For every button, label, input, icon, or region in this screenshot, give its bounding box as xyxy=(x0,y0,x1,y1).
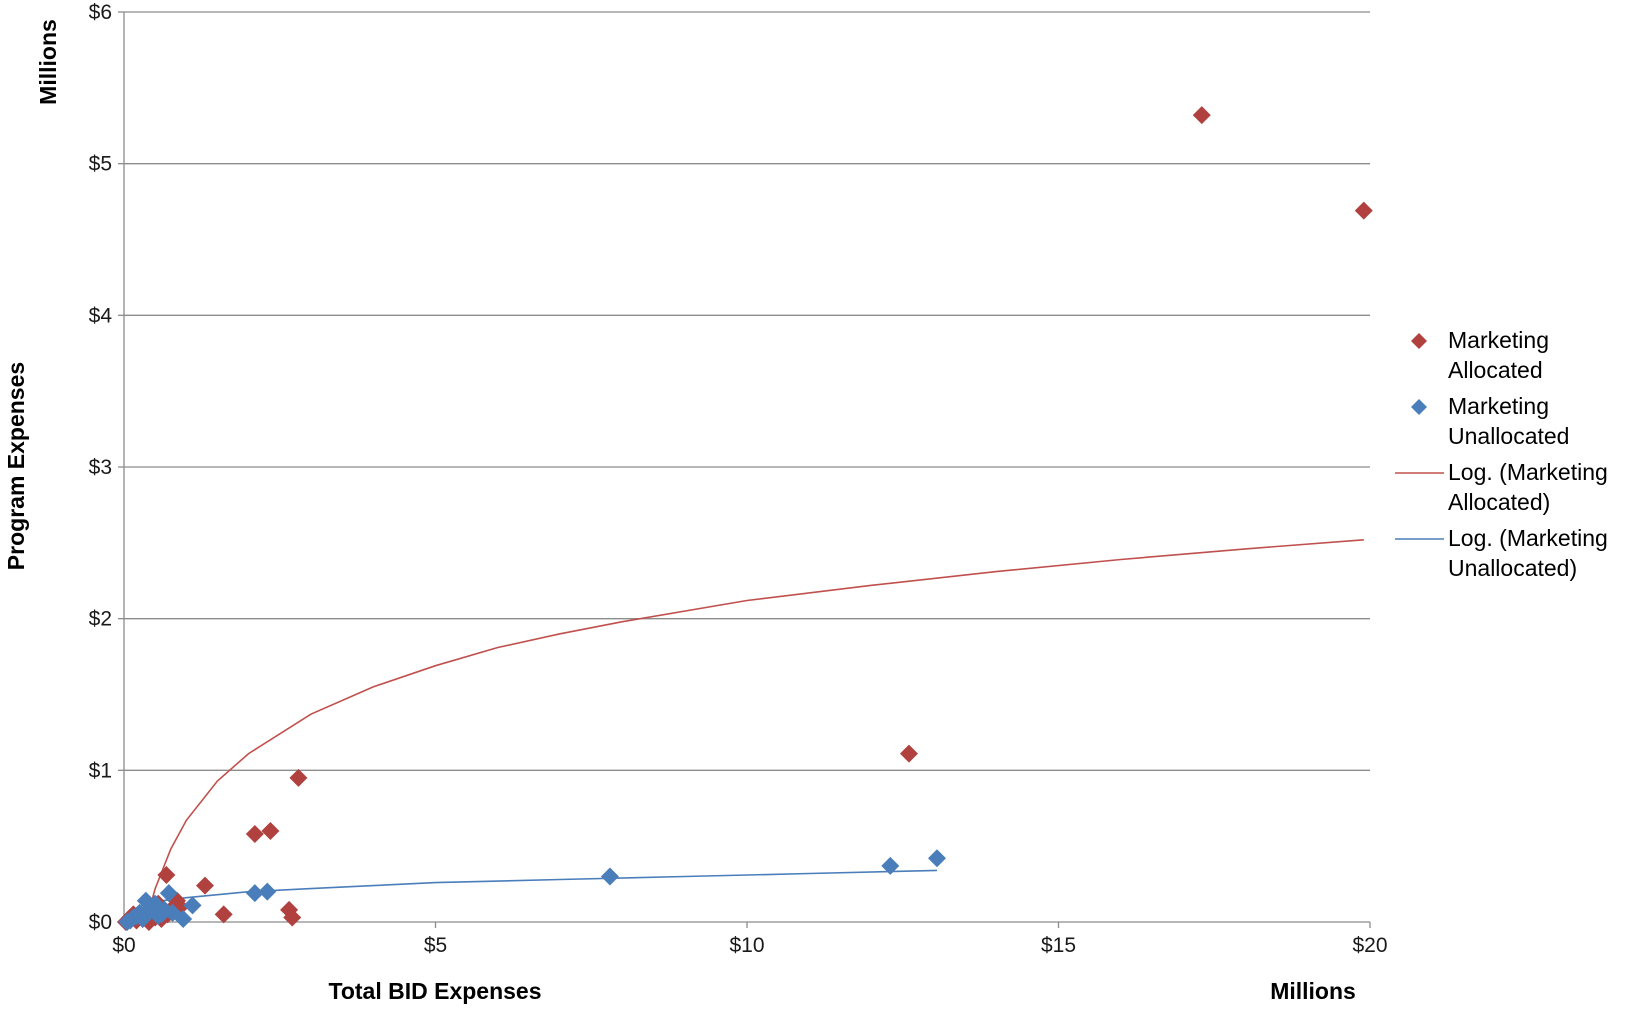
tick-labels: $0 $1 $2 $3 $4 $5 $6 $0 $5 $10 $15 $20 xyxy=(89,1,1388,957)
grid-lines xyxy=(124,11,1370,771)
x-tick-label: $5 xyxy=(424,934,447,957)
legend-label: Allocated xyxy=(1448,357,1543,383)
data-point-unallocated xyxy=(174,909,193,928)
legend-label: Unallocated) xyxy=(1448,555,1577,581)
y-tick-label: $4 xyxy=(89,304,113,327)
legend-label: Unallocated xyxy=(1448,423,1569,449)
trendline-allocated xyxy=(145,539,1364,923)
legend-marker xyxy=(1411,333,1427,349)
data-point-unallocated xyxy=(159,884,178,903)
data-point-allocated xyxy=(899,744,918,763)
y-tick-label: $0 xyxy=(89,911,112,934)
legend-item: Log. (Marketing Unallocated) xyxy=(1395,525,1608,581)
data-point-allocated xyxy=(157,865,176,884)
data-point-allocated xyxy=(1192,106,1211,125)
trendlines xyxy=(126,539,1364,923)
y-tick-label: $3 xyxy=(89,456,112,479)
x-tick-label: $20 xyxy=(1352,934,1387,957)
data-point-unallocated xyxy=(258,882,277,901)
y-axis-unit-label: Millions xyxy=(35,19,61,105)
legend: Marketing Allocated Marketing Unallocated Lo… xyxy=(1395,327,1608,581)
x-tick-label: $15 xyxy=(1041,934,1076,957)
data-point-unallocated xyxy=(881,856,900,875)
y-tick-label: $5 xyxy=(89,153,112,176)
legend-label: Allocated) xyxy=(1448,489,1550,515)
data-point-unallocated xyxy=(245,884,264,903)
data-point-allocated xyxy=(214,905,233,924)
legend-label: Marketing xyxy=(1448,393,1549,419)
axes xyxy=(118,11,1371,928)
legend-label: Marketing xyxy=(1448,327,1549,353)
legend-item: Marketing Allocated xyxy=(1411,327,1549,383)
data-point-allocated xyxy=(261,822,280,840)
y-tick-label: $6 xyxy=(89,1,112,24)
data-point-allocated xyxy=(195,876,214,895)
legend-label: Log. (Marketing xyxy=(1448,459,1608,485)
data-point-allocated xyxy=(283,908,302,927)
y-axis-title: Program Expenses xyxy=(3,362,29,570)
legend-label: Log. (Marketing xyxy=(1448,525,1608,551)
data-point-allocated xyxy=(1354,201,1373,220)
y-tick-label: $2 xyxy=(89,608,112,631)
data-point-unallocated xyxy=(600,867,619,886)
legend-item: Log. (Marketing Allocated) xyxy=(1395,459,1608,515)
data-point-unallocated xyxy=(183,896,202,915)
data-point-allocated xyxy=(289,768,308,787)
x-axis-title: Total BID Expenses xyxy=(328,978,541,1004)
data-point-unallocated xyxy=(928,849,947,868)
x-tick-label: $0 xyxy=(112,934,135,957)
legend-marker xyxy=(1411,399,1427,415)
x-axis-unit-label: Millions xyxy=(1270,978,1356,1004)
y-tick-label: $1 xyxy=(89,759,112,782)
data-point-allocated xyxy=(245,825,264,844)
data-points xyxy=(116,106,1373,931)
x-tick-label: $10 xyxy=(729,934,764,957)
legend-item: Marketing Unallocated xyxy=(1411,393,1569,449)
